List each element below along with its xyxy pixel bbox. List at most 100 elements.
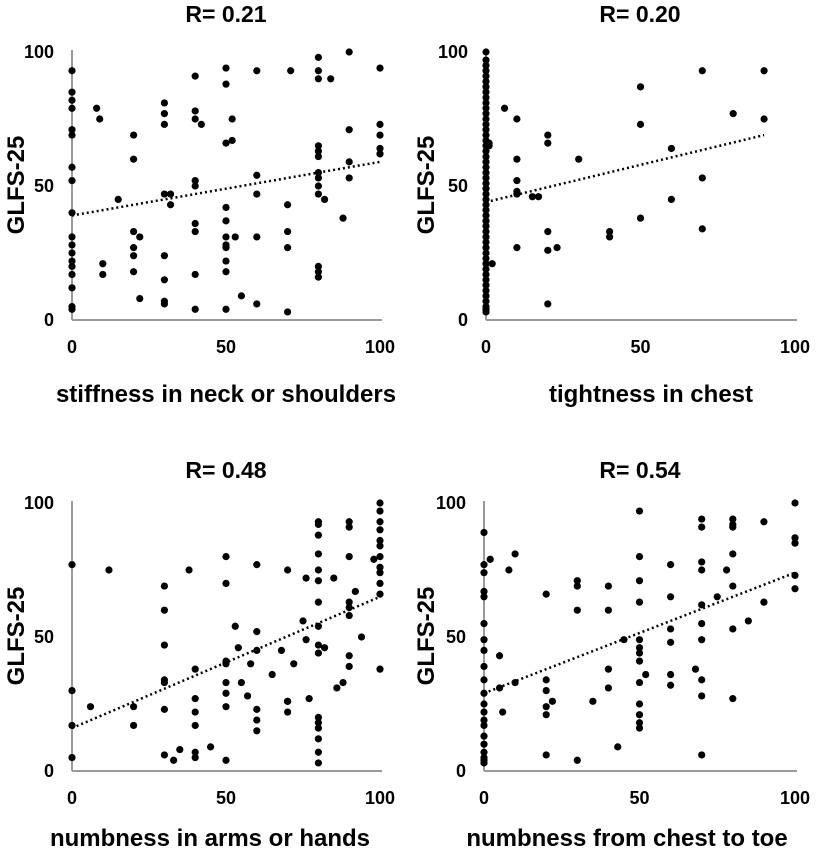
data-point bbox=[222, 233, 230, 241]
data-point bbox=[760, 518, 768, 526]
data-point bbox=[480, 662, 488, 671]
x-tick-label: 0 bbox=[479, 788, 489, 808]
data-point bbox=[635, 724, 644, 732]
data-point bbox=[482, 120, 490, 128]
data-point bbox=[314, 649, 322, 657]
data-point bbox=[480, 748, 488, 756]
data-point bbox=[729, 550, 737, 558]
data-point bbox=[314, 268, 322, 276]
data-point bbox=[480, 716, 488, 724]
data-point bbox=[345, 553, 353, 561]
data-point bbox=[614, 743, 622, 751]
data-point bbox=[791, 585, 799, 593]
data-point bbox=[482, 131, 490, 139]
x-tick-label: 50 bbox=[630, 337, 650, 357]
data-point bbox=[791, 534, 799, 542]
data-point bbox=[330, 574, 338, 582]
data-point bbox=[729, 523, 737, 531]
data-point bbox=[314, 577, 322, 585]
data-point bbox=[482, 244, 490, 252]
data-point bbox=[160, 110, 168, 118]
data-point bbox=[191, 227, 199, 236]
data-point bbox=[376, 507, 384, 515]
y-tick-label: 0 bbox=[44, 761, 54, 781]
data-point bbox=[68, 262, 76, 270]
data-point bbox=[791, 499, 799, 507]
data-point bbox=[222, 80, 230, 88]
data-point bbox=[482, 195, 490, 203]
data-point bbox=[191, 219, 199, 228]
data-point bbox=[499, 708, 507, 716]
data-point bbox=[376, 499, 384, 507]
data-point bbox=[482, 286, 490, 295]
data-point bbox=[573, 606, 581, 614]
data-point bbox=[130, 703, 138, 711]
data-point bbox=[253, 646, 261, 655]
data-point bbox=[99, 270, 107, 279]
y-tick-label: 50 bbox=[446, 627, 466, 647]
data-point bbox=[222, 703, 230, 711]
data-point bbox=[635, 598, 644, 606]
trend-line bbox=[71, 160, 381, 217]
data-point bbox=[314, 53, 322, 61]
data-point bbox=[231, 233, 239, 241]
data-point bbox=[480, 759, 488, 767]
data-point bbox=[299, 617, 307, 625]
data-point bbox=[68, 721, 76, 730]
data-point bbox=[68, 67, 76, 75]
x-tick-label: 50 bbox=[629, 788, 649, 808]
data-point bbox=[191, 665, 199, 673]
data-point bbox=[160, 705, 168, 713]
data-point bbox=[542, 687, 550, 695]
data-point bbox=[130, 131, 138, 139]
data-point bbox=[222, 203, 230, 212]
data-point bbox=[488, 260, 496, 268]
x-tick-label: 100 bbox=[365, 337, 395, 357]
data-point bbox=[231, 622, 239, 630]
data-point bbox=[253, 628, 261, 636]
data-point bbox=[635, 507, 644, 515]
data-point bbox=[482, 281, 490, 289]
data-point bbox=[345, 126, 353, 134]
data-point bbox=[606, 233, 614, 241]
data-point bbox=[376, 542, 384, 550]
data-point bbox=[160, 300, 168, 308]
data-point bbox=[222, 241, 230, 249]
data-point bbox=[667, 670, 675, 679]
data-point bbox=[320, 195, 329, 203]
data-point bbox=[573, 756, 581, 764]
data-point bbox=[130, 268, 138, 276]
data-point bbox=[604, 606, 613, 614]
data-point bbox=[160, 252, 168, 260]
data-point bbox=[191, 748, 199, 756]
data-point bbox=[667, 681, 675, 689]
scatter-panel-neck-shoulders: R= 0.21 stiffness in neck or shoulders G… bbox=[3, 1, 396, 408]
trend-line bbox=[483, 571, 796, 695]
data-point bbox=[482, 61, 490, 69]
data-point bbox=[160, 751, 168, 759]
data-point bbox=[314, 641, 322, 649]
data-point bbox=[277, 646, 286, 655]
data-point bbox=[253, 300, 261, 308]
data-point bbox=[482, 158, 490, 166]
data-point bbox=[105, 566, 113, 574]
y-axis-label: GLFS-25 bbox=[413, 136, 440, 235]
data-point bbox=[635, 644, 644, 652]
data-point bbox=[698, 67, 706, 75]
data-point bbox=[760, 598, 768, 606]
data-point bbox=[534, 193, 543, 201]
data-point bbox=[314, 598, 322, 606]
data-point bbox=[376, 553, 384, 561]
data-point bbox=[635, 636, 644, 644]
data-point bbox=[376, 563, 384, 571]
data-point bbox=[68, 687, 76, 695]
data-point bbox=[698, 566, 706, 574]
data-point bbox=[482, 88, 490, 96]
data-point bbox=[542, 703, 550, 711]
x-axis-label: stiffness in neck or shoulders bbox=[56, 381, 396, 408]
data-point bbox=[480, 721, 488, 730]
data-point bbox=[191, 270, 199, 279]
data-point bbox=[86, 703, 95, 711]
data-point bbox=[604, 665, 613, 673]
data-point bbox=[667, 144, 676, 153]
